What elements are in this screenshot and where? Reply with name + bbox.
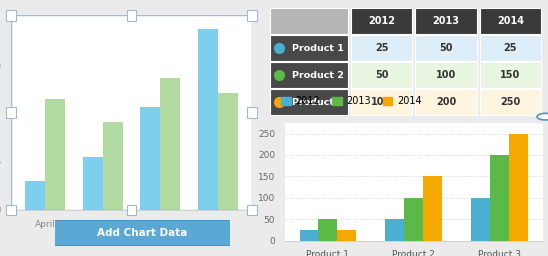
- Text: 2014: 2014: [497, 16, 524, 26]
- Text: 250: 250: [500, 97, 521, 107]
- Bar: [127, 10, 136, 21]
- FancyBboxPatch shape: [351, 35, 412, 61]
- Bar: [218, 93, 238, 210]
- Bar: [509, 134, 528, 241]
- Legend: 2012, 2013, 2014: 2012, 2013, 2014: [277, 92, 426, 110]
- Bar: [160, 78, 180, 210]
- Bar: [247, 10, 257, 21]
- FancyBboxPatch shape: [351, 8, 412, 34]
- Bar: [103, 122, 123, 210]
- Bar: [300, 230, 318, 241]
- FancyBboxPatch shape: [480, 89, 541, 115]
- Bar: [318, 219, 338, 241]
- Text: Add Chart Data: Add Chart Data: [98, 228, 187, 238]
- Bar: [471, 198, 490, 241]
- Bar: [6, 10, 16, 21]
- Text: Product 3: Product 3: [292, 98, 344, 106]
- Bar: [140, 107, 160, 210]
- FancyBboxPatch shape: [480, 62, 541, 88]
- FancyBboxPatch shape: [270, 35, 348, 61]
- Text: 200: 200: [436, 97, 456, 107]
- Text: 100: 100: [436, 70, 456, 80]
- Circle shape: [537, 113, 548, 120]
- Bar: [247, 205, 257, 215]
- Text: Product 2: Product 2: [292, 71, 344, 80]
- Text: 100: 100: [372, 97, 392, 107]
- Text: 2012: 2012: [368, 16, 395, 26]
- FancyBboxPatch shape: [270, 89, 348, 115]
- FancyBboxPatch shape: [480, 8, 541, 34]
- Text: 25: 25: [375, 43, 389, 53]
- Bar: [338, 230, 356, 241]
- FancyBboxPatch shape: [415, 8, 477, 34]
- FancyBboxPatch shape: [415, 62, 477, 88]
- FancyBboxPatch shape: [49, 220, 236, 246]
- FancyBboxPatch shape: [480, 35, 541, 61]
- Bar: [385, 219, 404, 241]
- FancyBboxPatch shape: [415, 35, 477, 61]
- FancyBboxPatch shape: [270, 8, 348, 34]
- Bar: [11, 15, 252, 210]
- Text: 150: 150: [500, 70, 521, 80]
- Bar: [423, 176, 442, 241]
- Bar: [83, 157, 103, 210]
- Text: 50: 50: [375, 70, 389, 80]
- Text: Product 1: Product 1: [292, 44, 344, 53]
- FancyBboxPatch shape: [415, 89, 477, 115]
- Text: 50: 50: [439, 43, 453, 53]
- Bar: [247, 107, 257, 118]
- Bar: [404, 198, 423, 241]
- Bar: [45, 99, 66, 210]
- FancyBboxPatch shape: [351, 62, 412, 88]
- Bar: [6, 107, 16, 118]
- Bar: [490, 155, 509, 241]
- Text: 25: 25: [504, 43, 517, 53]
- Bar: [197, 29, 218, 210]
- Bar: [25, 181, 45, 210]
- Text: 2013: 2013: [432, 16, 459, 26]
- FancyBboxPatch shape: [351, 89, 412, 115]
- Bar: [6, 205, 16, 215]
- FancyBboxPatch shape: [270, 62, 348, 88]
- Bar: [127, 205, 136, 215]
